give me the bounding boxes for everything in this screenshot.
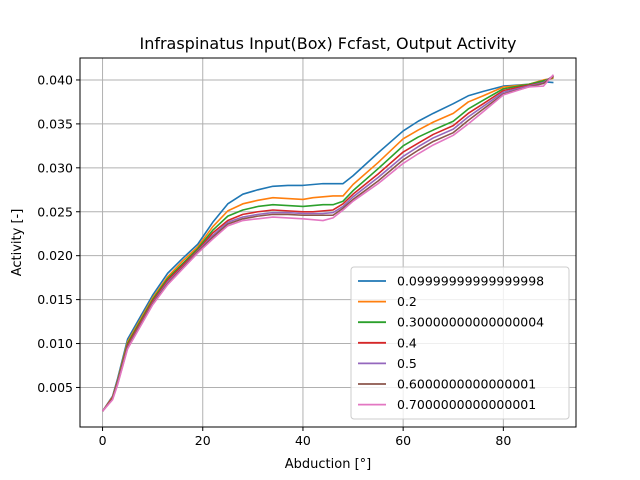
legend-label: 0.5 [397,356,417,371]
y-axis-label: Activity [-] [10,209,25,277]
y-tick-label: 0.015 [37,292,73,307]
series-line [101,75,554,412]
y-tick-label: 0.010 [37,336,73,351]
legend-label: 0.09999999999999998 [397,274,544,289]
series-lines [101,74,555,412]
x-tick-label: 80 [495,433,511,448]
x-axis-label: Abduction [°] [285,457,371,472]
y-tick-label: 0.040 [37,72,73,87]
y-tick-label: 0.035 [37,116,73,131]
x-tick-label: 0 [99,433,107,448]
series-line [101,77,554,412]
x-tick-label: 40 [295,433,311,448]
legend-label: 0.4 [397,335,417,350]
x-tick-label: 60 [395,433,411,448]
chart-title: Infraspinatus Input(Box) Fcfast, Output … [139,34,516,53]
legend-label: 0.7000000000000001 [397,397,536,412]
legend-box [350,266,570,420]
x-tick-label: 20 [195,433,211,448]
series-line [101,76,554,412]
y-tick-label: 0.020 [37,248,73,263]
legend: 0.09999999999999998 0.2 0.3000000000000000… [350,266,570,420]
y-tick-label: 0.005 [37,380,73,395]
series-line [101,74,555,412]
legend-label: 0.30000000000000004 [397,315,544,330]
plot-frame [79,57,577,428]
y-tick-label: 0.025 [37,204,73,219]
y-tick-label: 0.030 [37,160,73,175]
series-line [101,80,554,412]
legend-label: 0.6000000000000001 [397,377,536,392]
axis-ticks: 0 20 40 60 80 0.005 0.010 0.015 0.020 0.025 0.030 0… [37,72,511,448]
legend-label: 0.2 [397,294,417,309]
